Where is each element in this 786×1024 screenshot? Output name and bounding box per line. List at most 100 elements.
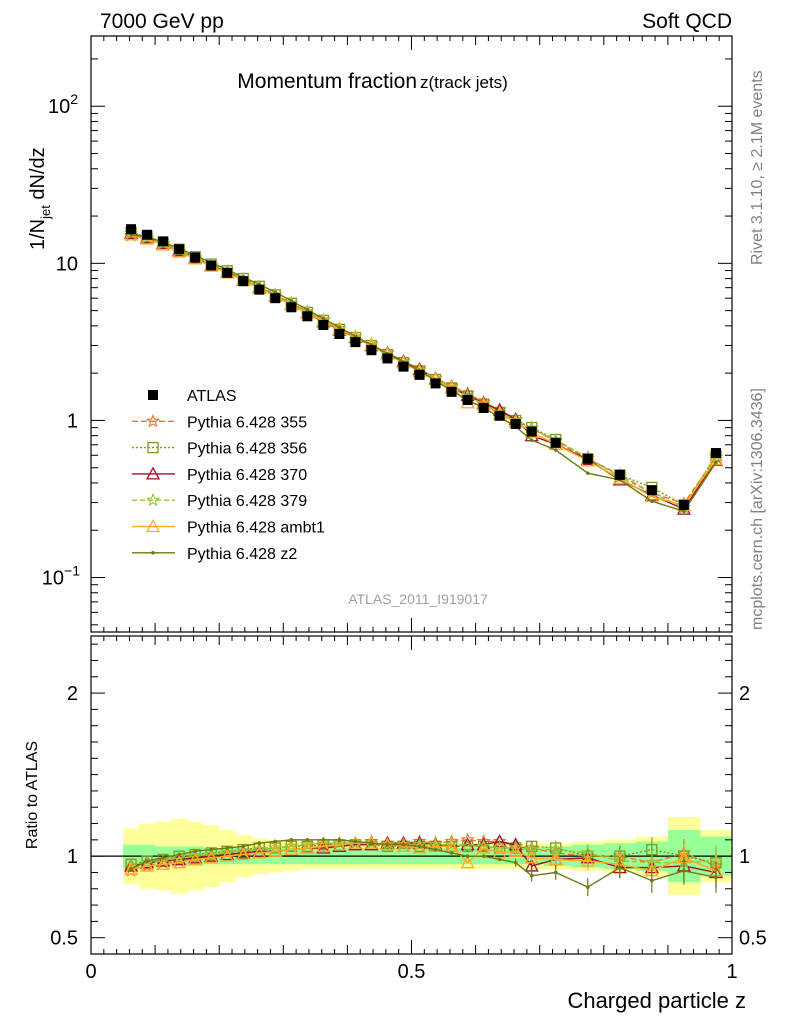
series-ratio-marker [396, 839, 411, 853]
series-ratio-marker [580, 853, 595, 867]
series-ratio-marker [284, 842, 299, 856]
legend-marker [145, 519, 161, 533]
legend-item: Pythia 6.428 370 [132, 466, 307, 484]
x-tick-label: 1 [726, 961, 737, 983]
data-point [142, 229, 153, 240]
series-ratio-marker [353, 839, 358, 844]
ratio-axis-ticks: 2 21 10.5 0.50 0.5 1 [50, 636, 767, 983]
y-tick-label-ratio-left: 0.5 [50, 928, 78, 950]
series-ratio-marker [476, 838, 491, 853]
legend-marker [145, 466, 161, 480]
legend: ATLAS Pythia 6.428 355 Pythia 6.428 356 Pyt… [132, 388, 325, 563]
main-plot: 102 10 1 10−1 Momentum fraction z(track jet… [27, 35, 733, 633]
series-ratio-marker [289, 838, 294, 842]
series-ratio-marker [513, 860, 518, 865]
data-point [206, 260, 217, 271]
side-label-rivet: Rivet 3.1.10, ≥ 2.1M events [749, 70, 766, 265]
legend-item: Pythia 6.428 ambt1 [132, 519, 325, 537]
legend-label: Pythia 6.428 379 [187, 493, 307, 510]
data-point [350, 337, 361, 348]
series-ratio-marker [364, 835, 379, 850]
series-ratio-marker [129, 867, 133, 871]
series-ratio-marker [460, 832, 475, 846]
series-marker [305, 308, 310, 312]
y-tick-label-main: 10−1 [42, 563, 80, 590]
data-point [478, 402, 489, 413]
data-point [222, 267, 233, 278]
legend-item: Pythia 6.428 z2 [132, 546, 297, 563]
series-marker [714, 460, 718, 465]
series-ratio-marker [241, 844, 246, 849]
y-tick-label-ratio-right: 0.5 [739, 928, 767, 950]
plot-title-sub: z(track jets) [420, 73, 508, 92]
legend-label: Pythia 6.428 355 [187, 414, 307, 431]
legend-marker [148, 390, 158, 400]
y-tick-label-ratio-right: 1 [739, 846, 750, 868]
ratio-plot: 2 21 10.5 0.50 0.5 1 Ratio to ATLAS [24, 635, 767, 983]
series-ratio-marker [177, 852, 181, 857]
series-marker [289, 298, 294, 303]
data-point [494, 410, 505, 421]
series-ratio-marker [428, 837, 443, 851]
series-ratio-marker [193, 849, 197, 854]
legend-label: Pythia 6.428 370 [187, 467, 307, 484]
series-ratio-marker [548, 852, 563, 866]
series-ratio-marker [188, 852, 203, 866]
series-ratio-marker [316, 839, 331, 853]
legend-marker [147, 441, 159, 454]
data-point [582, 453, 593, 464]
series-ratio-marker [497, 857, 502, 862]
series-ratio-marker [204, 850, 219, 864]
header-left: 7000 GeV pp [100, 10, 224, 33]
main-ylabel: 1/Njet dN/dz [27, 147, 53, 250]
series-marker [650, 499, 654, 504]
series-ratio-marker [380, 837, 395, 851]
analysis-id: ATLAS_2011_I919017 [348, 591, 488, 607]
side-label-mcplots: mcplots.cern.ch [arXiv:1306.3436] [749, 388, 766, 630]
series-ratio-marker [321, 838, 326, 842]
data-point [286, 302, 297, 313]
series-ratio-marker [650, 878, 654, 883]
data-point [526, 426, 537, 437]
data-point [190, 252, 201, 263]
legend-marker [145, 413, 161, 428]
data-point [270, 293, 281, 304]
series-marker [682, 509, 686, 514]
series-ratio-marker [337, 838, 342, 842]
series-ratio-marker [553, 870, 558, 875]
series-ratio-marker [524, 850, 539, 864]
series-ratio-marker [449, 851, 454, 855]
ratio-frame [90, 635, 733, 955]
series-ratio-marker [585, 885, 590, 889]
data-point [174, 244, 185, 255]
legend-label: Pythia 6.428 ambt1 [187, 520, 325, 537]
data-point [710, 448, 721, 459]
legend-item: Pythia 6.428 356 [132, 441, 307, 458]
data-point [646, 485, 657, 496]
series-ratio-marker [385, 842, 390, 847]
data-point [510, 418, 521, 429]
series-ratio-marker [714, 875, 718, 880]
series-ratio-marker [236, 847, 251, 861]
main-frame [90, 35, 733, 633]
plot-title: Momentum fraction [237, 70, 417, 93]
series-ratio-marker [268, 843, 283, 857]
series-ratio-marker [492, 834, 507, 848]
legend-label: Pythia 6.428 z2 [187, 546, 297, 563]
y-tick-label-main: 102 [48, 91, 78, 118]
data-point [126, 224, 137, 235]
series-ratio-marker [417, 844, 422, 849]
y-tick-label-ratio-left: 1 [67, 846, 78, 868]
series-ratio-marker [257, 841, 262, 845]
series-ratio-marker [252, 845, 267, 859]
series-marker [708, 452, 724, 466]
data-point [678, 499, 689, 510]
series-ratio-marker [682, 869, 686, 873]
series-marker [321, 316, 326, 321]
series-marker [123, 227, 139, 241]
series-ratio-marker [209, 847, 213, 852]
series-ratio-marker [300, 840, 315, 854]
data-point [318, 320, 329, 331]
series-ratio-marker [139, 858, 155, 872]
